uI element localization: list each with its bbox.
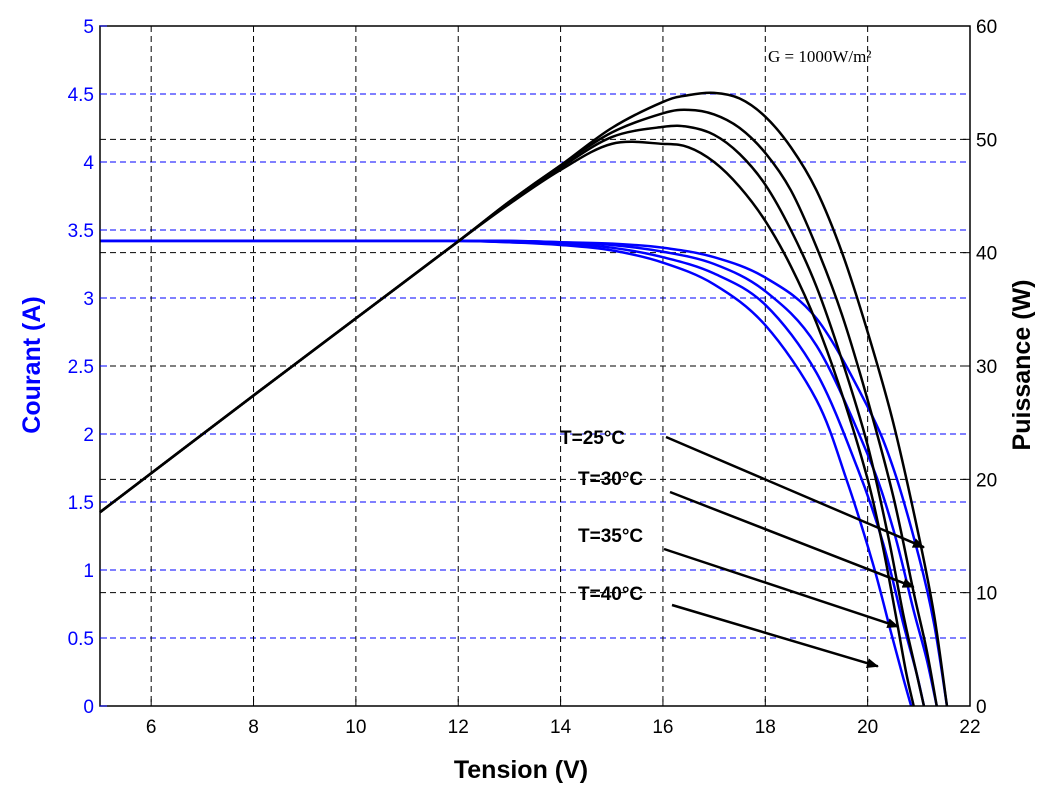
temp-annotation-arrow [671, 603, 879, 668]
temp-annotation-label: T=40°C [578, 584, 643, 605]
power-curve-t35 [99, 124, 926, 707]
grid-right-dashed [100, 138, 970, 594]
y-left-tick-label: 4.5 [68, 85, 94, 106]
temp-annotation-label: T=30°C [578, 469, 643, 490]
y-right-tick-label: 40 [976, 244, 997, 265]
x-tick-label: 22 [959, 717, 980, 738]
temp-annotation-label: T=25°C [560, 428, 625, 449]
y-left-tick-label: 3.5 [68, 221, 94, 242]
x-tick-label: 14 [550, 717, 572, 738]
x-tick-label: 6 [146, 717, 157, 738]
y-right-tick-label: 10 [976, 584, 997, 605]
y-left-tick-label: 2 [83, 425, 94, 446]
y-right-tick-label: 50 [976, 130, 997, 151]
y-left-tick-label: 4 [83, 153, 94, 174]
y-right-tick-label: 20 [976, 470, 997, 491]
x-tick-label: 20 [857, 717, 878, 738]
power-curve-t40 [99, 140, 915, 707]
y-left-tick-label: 0 [83, 697, 94, 718]
x-tick-label: 10 [345, 717, 366, 738]
current-curve-t40 [99, 239, 913, 707]
temp-annotation-arrow [665, 435, 925, 549]
grid-vertical-dashed [150, 26, 869, 706]
x-tick-label: 18 [755, 717, 776, 738]
power-curve-t25 [99, 91, 949, 707]
temp-annotation-arrow [669, 490, 915, 589]
y-axis-right-label: Puissance (W) [1008, 280, 1036, 451]
x-tick-label: 16 [652, 717, 673, 738]
x-axis-ticks: 6 8 10 12 14 16 18 20 22 [146, 699, 981, 738]
power-curve-t30 [99, 108, 938, 707]
y-right-tick-label: 60 [976, 17, 997, 38]
y-left-tick-label: 1.5 [68, 493, 94, 514]
y-right-tick-label: 0 [976, 697, 987, 718]
current-curve-t25 [99, 239, 949, 707]
x-tick-label: 8 [248, 717, 259, 738]
left-axis-ticks: 0 0.5 1 1.5 2 2.5 3 3.5 4 4.5 5 [68, 17, 107, 718]
y-left-tick-label: 5 [83, 17, 94, 38]
temp-annotation-label: T=35°C [578, 526, 643, 547]
current-curve-t35 [99, 239, 926, 707]
y-left-tick-label: 3 [83, 289, 94, 310]
y-axis-left-label: Courant (A) [18, 296, 46, 433]
y-left-tick-label: 0.5 [68, 629, 94, 650]
temp-annotation-arrow [663, 547, 900, 628]
irradiance-label: G = 1000W/m² [768, 47, 871, 66]
right-axis-ticks: 0 10 20 30 40 50 60 [963, 17, 997, 718]
y-left-tick-label: 2.5 [68, 357, 94, 378]
series-layer [99, 91, 949, 707]
annotations: T=25°C T=30°C T=35°C T=40°C [560, 428, 925, 668]
y-right-tick-label: 30 [976, 357, 997, 378]
x-axis-label: Tension (V) [454, 756, 588, 784]
y-left-tick-label: 1 [83, 561, 94, 582]
x-tick-label: 12 [448, 717, 469, 738]
